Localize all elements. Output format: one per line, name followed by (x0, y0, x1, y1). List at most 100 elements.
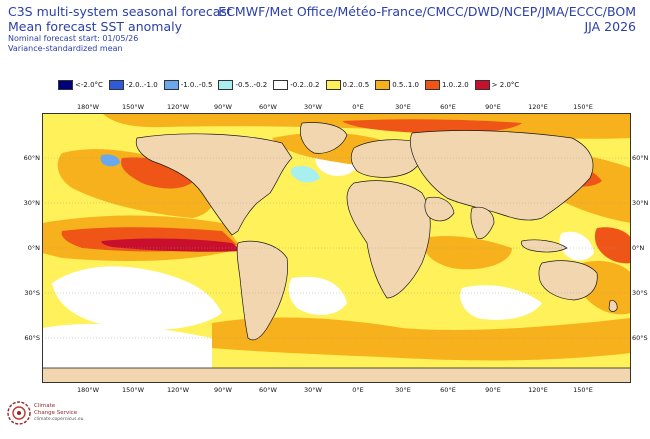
lon-label-top: 120°E (528, 103, 548, 111)
asia (409, 130, 594, 221)
lat-label-right: 0°N (632, 244, 644, 252)
neutral-west-pacific (559, 231, 594, 261)
logo-line-1: Climate (34, 403, 56, 409)
legend-label: > 2.0°C (491, 81, 520, 89)
c3s-logo-icon (7, 401, 31, 425)
logo-text: Climate Change Service climate.copernicu… (34, 403, 84, 423)
lat-label-right: 30°N (632, 199, 649, 207)
header-right: ECMWF/Met Office/Météo-France/CMCC/DWD/N… (218, 4, 636, 34)
legend-item: -0.5..-0.2 (218, 80, 267, 90)
lat-label-right: 60°S (632, 334, 648, 342)
legend-item: 0.2..0.5 (325, 80, 370, 90)
legend-swatch (218, 80, 234, 90)
legend-swatch (474, 80, 490, 90)
legend-item: 1.0..2.0 (424, 80, 469, 90)
legend-item: 0.5..1.0 (375, 80, 419, 90)
lon-label-bottom: 150°E (573, 386, 593, 394)
lon-axis-top: 180°W 150°W 120°W 90°W 60°W 30°W 0°E 30°… (77, 103, 593, 111)
warm-ne-pacific-strong (121, 157, 197, 189)
lat-label-left: 0°N (28, 244, 40, 252)
europe (350, 139, 424, 178)
legend-label: <-2.0°C (75, 81, 103, 89)
lon-label-top: 30°W (304, 103, 323, 111)
indonesia (521, 239, 568, 253)
cold-labrador-sea (290, 166, 320, 183)
warm-eq-pacific-extreme (101, 238, 243, 252)
north-america (135, 133, 293, 236)
lon-label-top: 150°W (122, 103, 145, 111)
legend-swatch (163, 80, 179, 90)
lat-axis-right: 60°N 30°N 0°N 30°S 60°S (632, 154, 649, 342)
legend-label: 0.5..1.0 (392, 81, 419, 89)
legend-label: -1.0..-0.5 (180, 81, 213, 89)
lon-label-bottom: 30°W (304, 386, 323, 394)
lon-label-bottom: 30°E (395, 386, 411, 394)
logo-url: climate.copernicus.eu (34, 417, 84, 422)
legend-label: 0.2..0.5 (342, 81, 370, 89)
legend-item: > 2.0°C (474, 80, 520, 90)
lon-label-bottom: 90°E (485, 386, 501, 394)
lon-label-top: 90°E (485, 103, 501, 111)
legend-item: -0.2..0.2 (273, 80, 320, 90)
lon-label-top: 60°W (259, 103, 278, 111)
legend-item: -1.0..-0.5 (163, 80, 213, 90)
neutral-south-pacific (52, 266, 222, 330)
lat-axis-left: 60°N 30°N 0°N 30°S 60°S (24, 154, 41, 342)
legend-swatch (424, 80, 440, 90)
lon-label-bottom: 150°W (122, 386, 145, 394)
legend-swatch (325, 80, 341, 90)
legend-swatch (108, 80, 124, 90)
lat-label-right: 60°N (632, 154, 649, 162)
lon-label-top: 0°E (352, 103, 364, 111)
lon-label-bottom: 0°E (352, 386, 364, 394)
lon-label-top: 180°W (77, 103, 100, 111)
land-masses (42, 122, 631, 383)
legend-label: -2.0..-1.0 (125, 81, 158, 89)
forecast-period: JJA 2026 (584, 19, 637, 34)
lon-axis-bottom: 180°W 150°W 120°W 90°W 60°W 30°W 0°E 30°… (77, 386, 593, 394)
neutral-indian-ocean (460, 285, 542, 320)
neutral-south-atlantic (288, 276, 347, 315)
title-line-1: C3S multi-system seasonal forecast (8, 4, 232, 19)
graticule (42, 157, 631, 339)
legend-swatch (58, 80, 73, 90)
lat-label-left: 60°N (24, 154, 41, 162)
legend-swatch (273, 80, 289, 90)
lat-label-right: 30°S (632, 289, 648, 297)
warm-southern-moderate (212, 317, 631, 361)
greenland (300, 122, 348, 154)
warm-sw-pacific-strong (594, 227, 631, 264)
lon-label-bottom: 90°W (214, 386, 233, 394)
systems-list: ECMWF/Met Office/Météo-France/CMCC/DWD/N… (218, 4, 636, 19)
title-line-2: Mean forecast SST anomaly (8, 19, 182, 34)
warm-arctic-strong (342, 119, 522, 134)
logo-line-2: Change Service (34, 410, 78, 416)
lon-label-top: 120°W (167, 103, 190, 111)
south-america (236, 240, 288, 341)
legend-item: -2.0..-1.0 (108, 80, 158, 90)
warm-indian-moderate (422, 236, 512, 270)
legend-swatch (375, 80, 391, 90)
legend-label: -0.5..-0.2 (235, 81, 268, 89)
lon-label-bottom: 120°E (528, 386, 548, 394)
lat-label-left: 60°S (24, 334, 40, 342)
lon-label-top: 60°E (440, 103, 456, 111)
lat-label-left: 30°S (24, 289, 40, 297)
australia (538, 260, 598, 301)
new-zealand (608, 300, 618, 312)
copernicus-logo: Climate Change Service climate.copernicu… (6, 400, 84, 426)
africa (346, 180, 431, 299)
legend-item: <-2.0°C (58, 80, 103, 90)
lon-label-top: 90°W (214, 103, 233, 111)
color-legend: <-2.0°C -2.0..-1.0 -1.0..-0.5 -0.5..-0.2… (58, 78, 525, 92)
cold-bering-sea (100, 154, 120, 167)
lon-label-bottom: 60°E (440, 386, 456, 394)
header-left: C3S multi-system seasonal forecast Mean … (8, 4, 232, 54)
lon-label-top: 150°E (573, 103, 593, 111)
lon-label-bottom: 120°W (167, 386, 190, 394)
mean-type-info: Variance-standardized mean (8, 44, 123, 53)
lon-label-bottom: 180°W (77, 386, 100, 394)
india (470, 206, 495, 240)
forecast-start-info: Nominal forecast start: 01/05/26 (8, 34, 139, 43)
lon-label-top: 30°E (395, 103, 411, 111)
